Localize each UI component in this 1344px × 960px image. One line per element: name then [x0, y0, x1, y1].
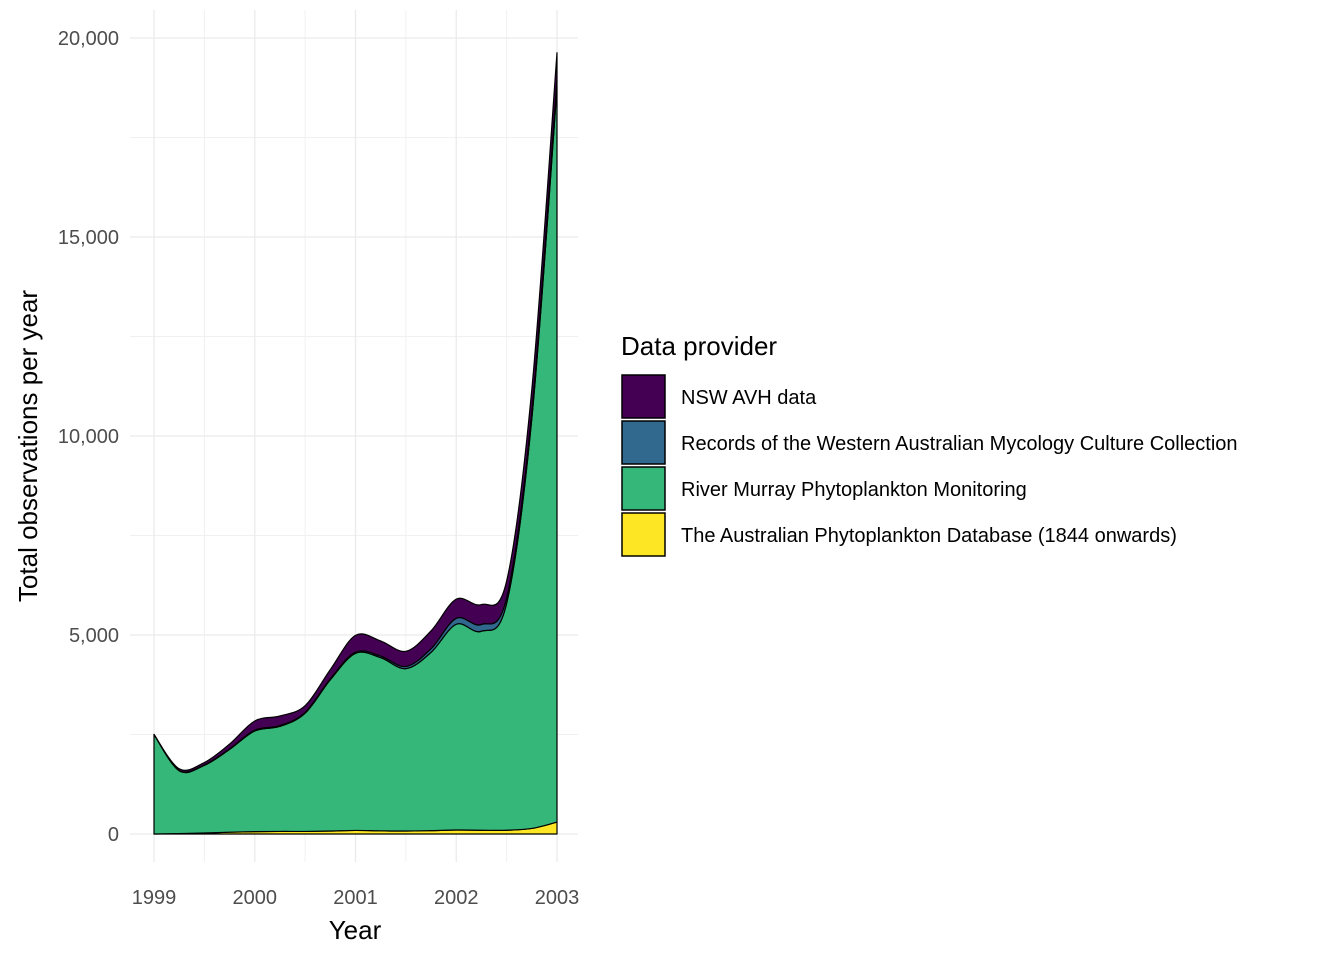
legend-label: River Murray Phytoplankton Monitoring — [681, 479, 1027, 501]
legend-label: NSW AVH data — [681, 387, 817, 409]
legend-label: Records of the Western Australian Mycolo… — [681, 433, 1238, 455]
legend-swatch — [621, 420, 666, 465]
x-tick-label: 2002 — [434, 887, 479, 909]
x-axis-title: Year — [329, 915, 382, 945]
y-axis: 0 5,000 10,000 15,000 20,000 — [58, 28, 119, 846]
legend: Data provider NSW AVH data Records of the… — [621, 331, 1238, 557]
x-tick-label: 2001 — [333, 887, 378, 909]
y-axis-title: Total observations per year — [13, 290, 43, 603]
y-tick-label: 20,000 — [58, 28, 119, 50]
y-tick-label: 15,000 — [58, 227, 119, 249]
x-axis: 1999 2000 2001 2002 2003 — [132, 887, 580, 909]
y-tick-label: 10,000 — [58, 426, 119, 448]
x-tick-label: 2003 — [535, 887, 580, 909]
x-tick-label: 1999 — [132, 887, 177, 909]
legend-swatch — [621, 374, 666, 419]
x-tick-label: 2000 — [233, 887, 278, 909]
y-tick-label: 0 — [108, 824, 119, 846]
area-series — [153, 52, 558, 835]
legend-title: Data provider — [621, 331, 777, 361]
y-tick-label: 5,000 — [69, 625, 119, 647]
legend-label: The Australian Phytoplankton Database (1… — [681, 525, 1177, 547]
legend-swatch — [621, 512, 666, 557]
legend-swatch — [621, 466, 666, 511]
area-nsw-avh-data — [153, 52, 558, 773]
